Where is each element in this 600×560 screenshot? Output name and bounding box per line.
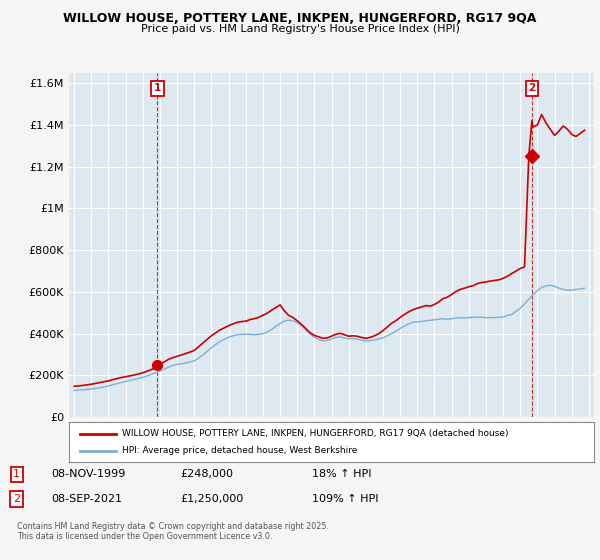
Text: 2: 2 xyxy=(13,494,20,504)
Text: 109% ↑ HPI: 109% ↑ HPI xyxy=(312,494,379,504)
Text: HPI: Average price, detached house, West Berkshire: HPI: Average price, detached house, West… xyxy=(121,446,357,455)
Text: 1: 1 xyxy=(154,83,161,93)
Text: WILLOW HOUSE, POTTERY LANE, INKPEN, HUNGERFORD, RG17 9QA (detached house): WILLOW HOUSE, POTTERY LANE, INKPEN, HUNG… xyxy=(121,430,508,438)
Text: 1: 1 xyxy=(13,469,20,479)
Text: 08-SEP-2021: 08-SEP-2021 xyxy=(51,494,122,504)
Text: 2: 2 xyxy=(528,83,536,93)
Text: £1,250,000: £1,250,000 xyxy=(180,494,243,504)
Text: £248,000: £248,000 xyxy=(180,469,233,479)
Text: Price paid vs. HM Land Registry's House Price Index (HPI): Price paid vs. HM Land Registry's House … xyxy=(140,24,460,34)
Text: 08-NOV-1999: 08-NOV-1999 xyxy=(51,469,125,479)
Text: Contains HM Land Registry data © Crown copyright and database right 2025.
This d: Contains HM Land Registry data © Crown c… xyxy=(17,522,329,542)
Text: 18% ↑ HPI: 18% ↑ HPI xyxy=(312,469,371,479)
Text: WILLOW HOUSE, POTTERY LANE, INKPEN, HUNGERFORD, RG17 9QA: WILLOW HOUSE, POTTERY LANE, INKPEN, HUNG… xyxy=(64,12,536,25)
